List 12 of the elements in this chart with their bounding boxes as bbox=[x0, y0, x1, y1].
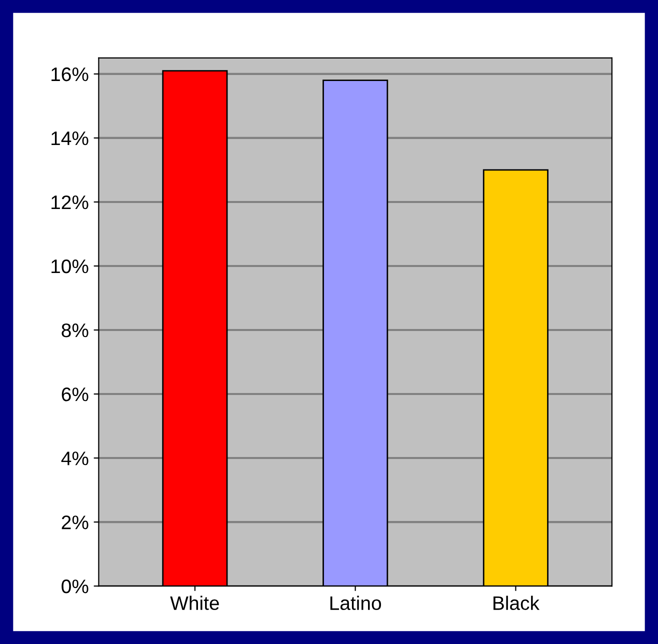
y-tick-label: 14% bbox=[52, 132, 88, 146]
y-tick-label: 0% bbox=[62, 580, 88, 594]
y-tick-label: 2% bbox=[62, 516, 88, 530]
x-tick-label: Latino bbox=[330, 596, 381, 610]
y-tick-label: 4% bbox=[61, 452, 88, 466]
y-tick-label: 10% bbox=[52, 259, 88, 274]
x-tick-label: White bbox=[170, 596, 219, 610]
x-tick-label: Black bbox=[494, 596, 540, 610]
y-tick-label: 6% bbox=[62, 387, 88, 402]
y-tick-label: 8% bbox=[62, 323, 88, 338]
y-tick-label: 12% bbox=[52, 195, 88, 210]
y-tick-label: 16% bbox=[52, 67, 88, 82]
